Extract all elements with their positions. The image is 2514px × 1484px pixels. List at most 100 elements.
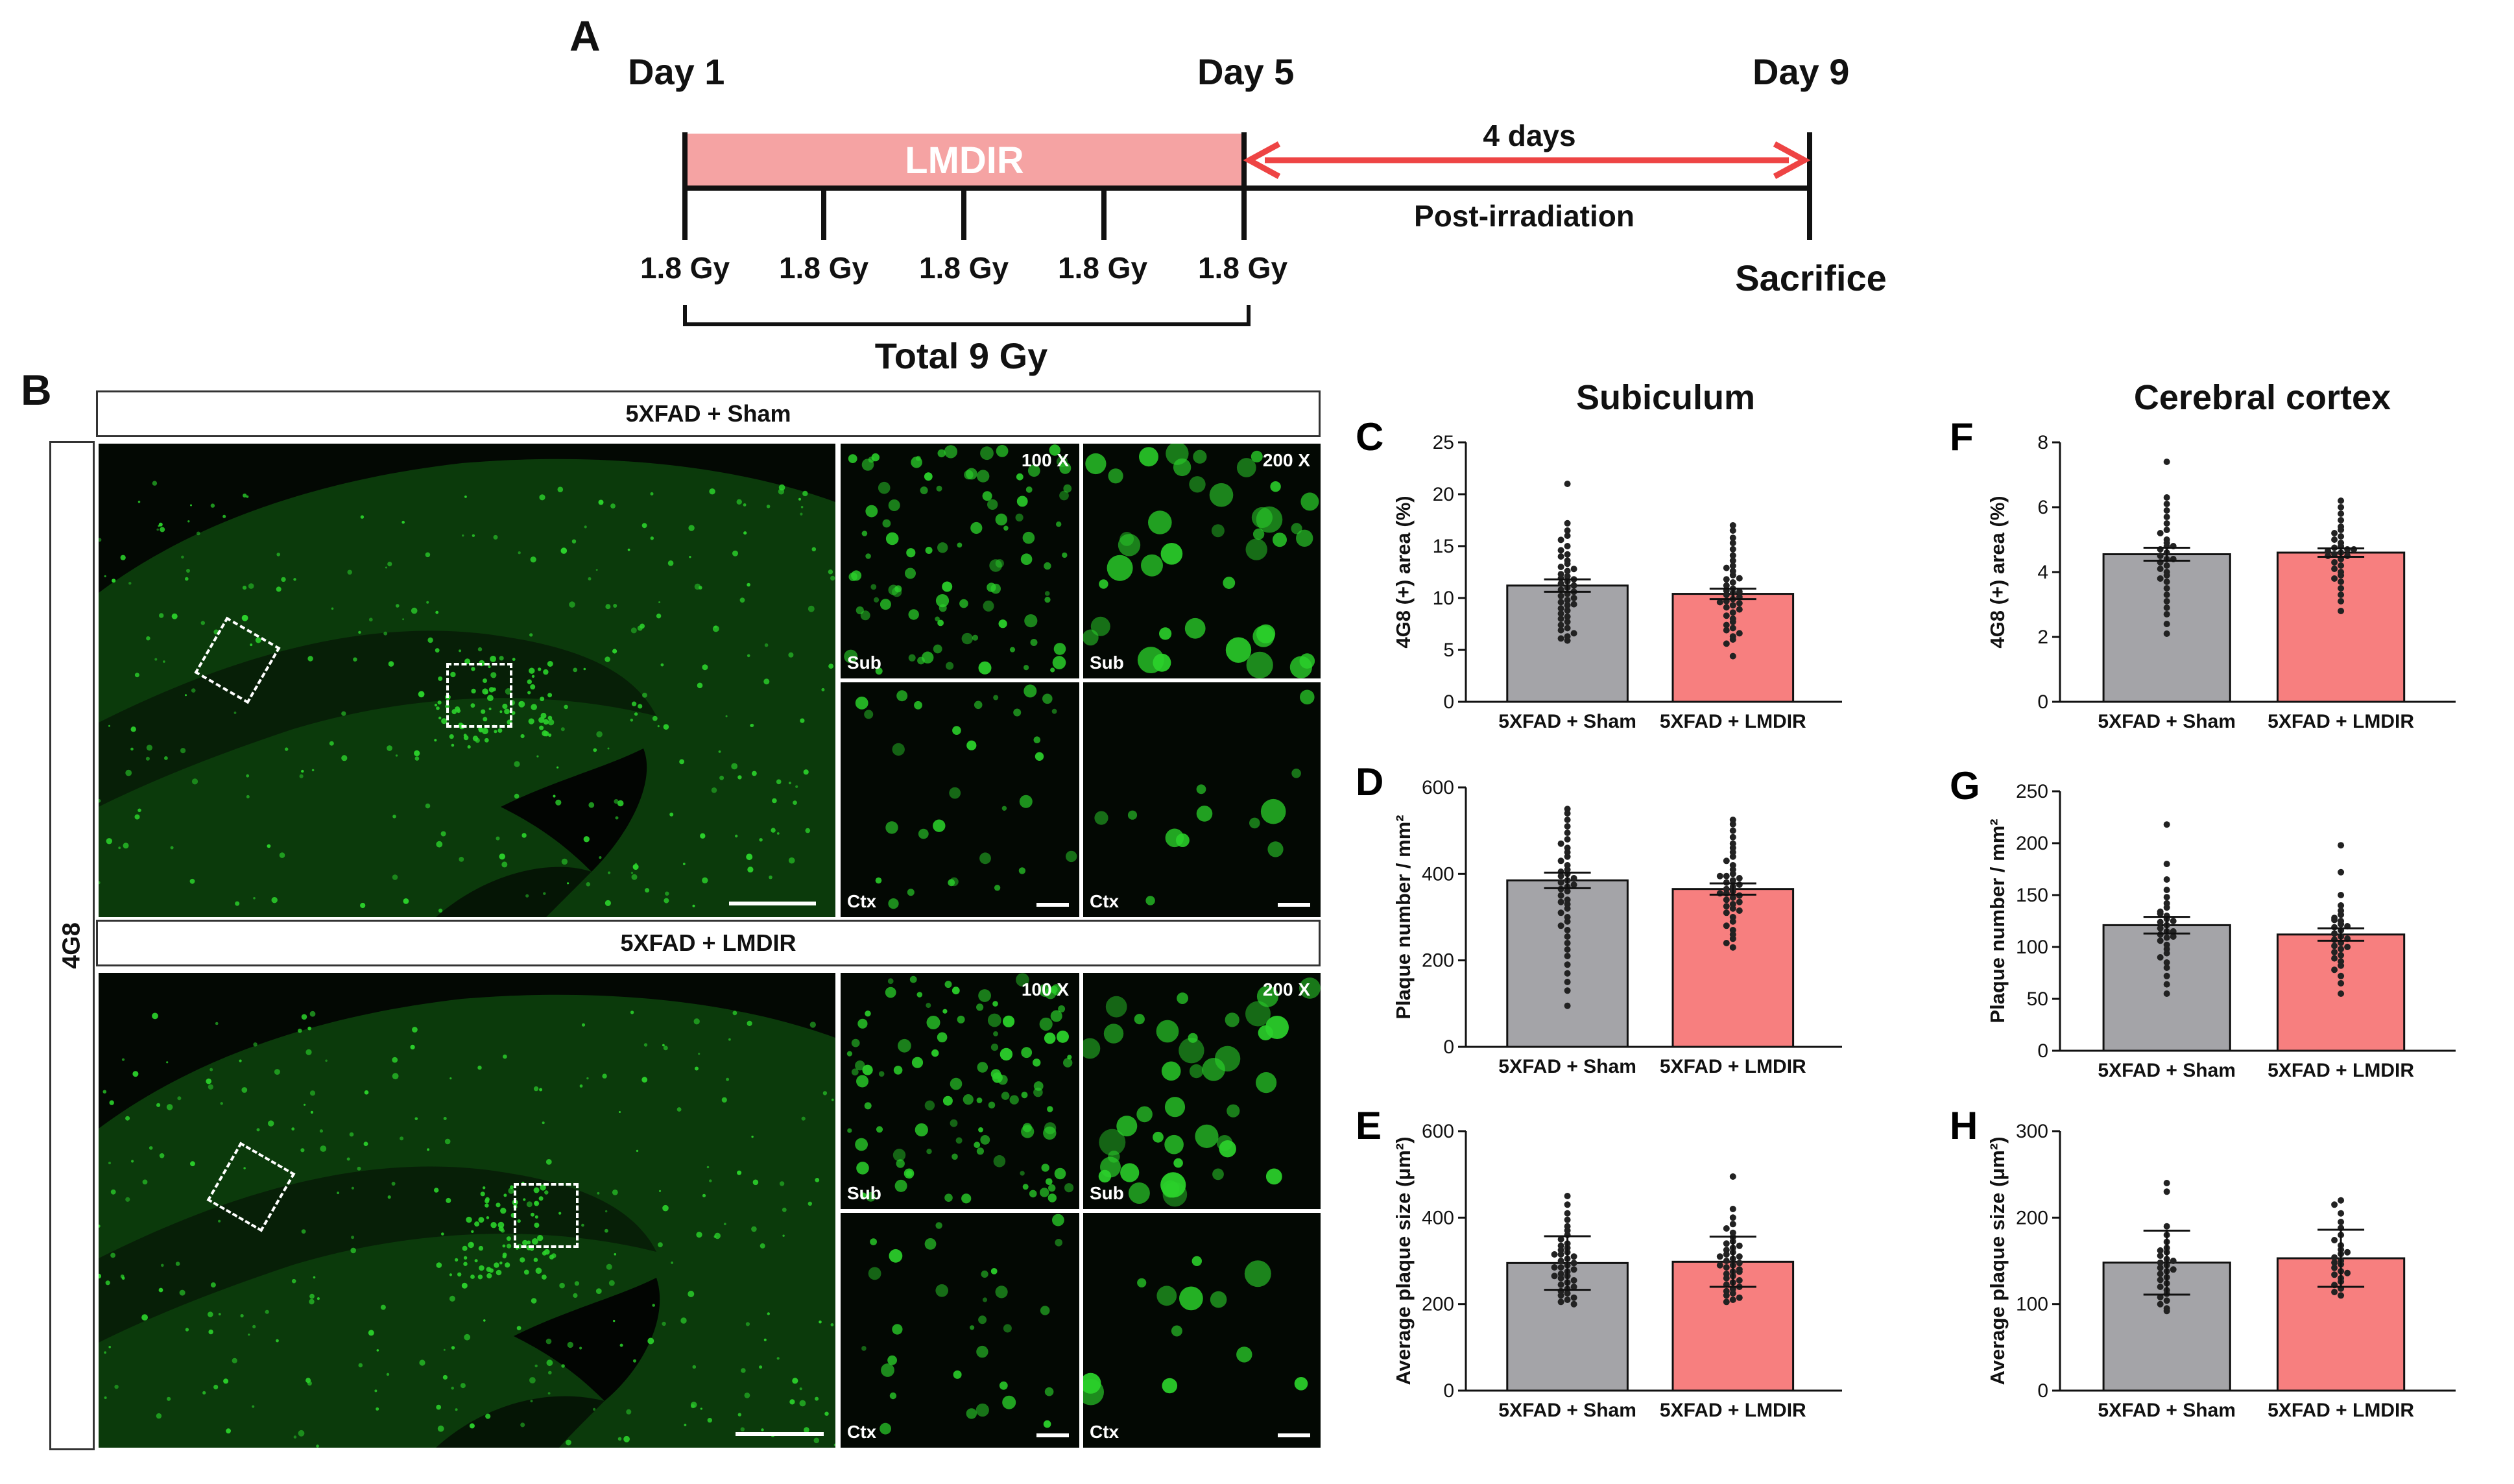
plaque-dot — [485, 1413, 491, 1419]
plaque-dot — [662, 1044, 665, 1047]
plaque-dot — [496, 836, 500, 841]
plaque-dot — [593, 1407, 596, 1411]
data-point — [1736, 1268, 1743, 1275]
plaque-blob — [909, 975, 917, 983]
plaque-blob — [974, 700, 983, 710]
plaque-dot — [138, 500, 141, 503]
plaque-dot — [196, 531, 200, 536]
plaque-dot — [494, 1262, 499, 1268]
plaque-dot — [808, 1201, 813, 1206]
plaque-blob — [935, 616, 940, 622]
plaque-dot — [246, 795, 250, 798]
data-point — [1564, 823, 1571, 830]
plaque-blob — [1002, 1395, 1016, 1409]
plaque-dot — [803, 769, 809, 775]
panel-letter: F — [1950, 415, 1974, 459]
plaque-dot — [462, 534, 464, 537]
plaque-dot — [360, 515, 365, 519]
plaque-blob — [987, 499, 998, 510]
plaque-dot — [392, 815, 396, 819]
plaque-dot — [158, 522, 163, 527]
data-point — [2331, 559, 2338, 566]
plaque-dot — [419, 1359, 425, 1366]
plaque-dot — [504, 708, 510, 715]
plaque-dot — [665, 891, 669, 896]
data-point — [1729, 820, 1736, 828]
plaque-dot — [502, 1244, 506, 1248]
plaque-dot — [534, 1223, 540, 1228]
plaque-blob — [1043, 1420, 1051, 1428]
plaque-dot — [788, 857, 795, 864]
plaque-dot — [451, 1386, 454, 1390]
treatment-label: LMDIR — [905, 139, 1024, 182]
data-point — [1716, 1253, 1723, 1260]
plaque-dot — [285, 747, 289, 751]
plaque-blob — [1024, 665, 1029, 671]
data-point — [2163, 562, 2170, 569]
plaque-dot — [581, 1023, 586, 1027]
plaque-blob — [946, 662, 954, 670]
plaque-dot — [664, 898, 669, 904]
scale-bar — [1036, 903, 1069, 907]
plaque-dot — [588, 577, 592, 580]
plaque-dot — [539, 725, 544, 730]
plaque-dot — [496, 1269, 502, 1276]
plaque-blob — [1021, 1047, 1033, 1059]
y-tick-label: 4 — [2037, 562, 2048, 583]
region-label: Ctx — [1090, 891, 1119, 911]
plaque-blob — [894, 1179, 907, 1192]
y-tick-label: 15 — [1433, 536, 1454, 557]
plaque-dot — [121, 1276, 125, 1280]
data-point — [1716, 599, 1723, 606]
plaque-blob — [1116, 1116, 1138, 1137]
plaque-dot — [605, 900, 612, 906]
plaque-dot — [304, 1103, 306, 1106]
plaque-dot — [605, 1228, 608, 1233]
plaque-blob — [857, 1018, 868, 1029]
plaque-dot — [256, 1128, 260, 1132]
plaque-blob — [1013, 708, 1022, 717]
plaque-dot — [612, 1190, 618, 1195]
plaque-dot — [489, 1268, 494, 1273]
data-point — [2338, 842, 2345, 849]
plaque-dot — [693, 1018, 700, 1025]
plaque-dot — [656, 614, 662, 619]
plaque-dot — [486, 1273, 492, 1279]
data-point — [2157, 918, 2164, 926]
plaque-blob — [1001, 1092, 1010, 1100]
plaque-dot — [634, 712, 638, 716]
data-point — [1564, 1201, 1571, 1208]
plaque-dot — [460, 1383, 466, 1389]
plaque-dot — [811, 547, 817, 552]
data-point — [1570, 595, 1577, 601]
plaque-dot — [434, 739, 437, 742]
plaque-blob — [1099, 579, 1108, 589]
plaque-dot — [801, 1116, 806, 1121]
data-point — [1723, 940, 1730, 946]
plaque-dot — [387, 745, 392, 751]
plaque-blob — [1050, 1010, 1062, 1022]
data-point — [1716, 1262, 1723, 1269]
plaque-dot — [669, 812, 674, 817]
plaque-blob — [1052, 1214, 1064, 1227]
data-point — [2163, 507, 2170, 514]
plaque-dot — [441, 718, 448, 724]
plaque-dot — [472, 534, 475, 537]
y-tick-label: 0 — [2037, 1380, 2048, 1402]
plaque-blob — [881, 1363, 894, 1377]
plaque-blob — [915, 1123, 928, 1137]
plaque-dot — [676, 1107, 682, 1112]
plaque-blob — [1083, 1379, 1104, 1406]
plaque-dot — [396, 604, 400, 608]
data-point — [1729, 625, 1736, 632]
micrograph-lmdir-sub-200x: 200 X Sub — [1083, 973, 1321, 1209]
plaque-blob — [1062, 552, 1068, 558]
plaque-dot — [301, 1229, 306, 1234]
plaque-blob — [1083, 629, 1099, 646]
region-label: Sub — [1090, 652, 1124, 673]
plaque-dot — [442, 1374, 448, 1380]
plaque-dot — [548, 733, 552, 737]
plaque-dot — [152, 1012, 158, 1020]
y-tick-label: 25 — [1433, 432, 1454, 453]
data-point — [1557, 1298, 1564, 1306]
